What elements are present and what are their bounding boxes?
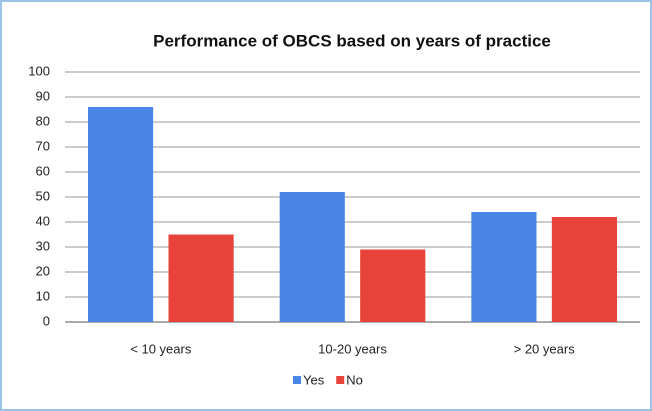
y-tick-label: 80: [36, 113, 50, 128]
bar: [168, 234, 234, 322]
y-tick-label: 10: [36, 288, 50, 303]
legend-swatch: [336, 376, 345, 384]
x-tick-label: > 20 years: [514, 341, 576, 356]
y-tick-label: 100: [28, 63, 50, 78]
y-tick-label: 90: [36, 88, 50, 103]
y-tick-label: 60: [36, 163, 50, 178]
bar: [360, 249, 426, 322]
y-tick-label: 0: [43, 313, 50, 328]
chart-title: Performance of OBCS based on years of pr…: [153, 31, 551, 50]
legend-swatch: [293, 376, 301, 384]
bar: [551, 217, 617, 322]
y-tick-label: 70: [36, 138, 50, 153]
bar: [279, 192, 345, 322]
y-tick-label: 20: [36, 263, 50, 278]
y-tick-label: 30: [36, 238, 50, 253]
legend-label: Yes: [303, 372, 325, 387]
x-tick-label: 10-20 years: [318, 341, 387, 356]
y-tick-label: 50: [36, 188, 50, 203]
bar: [88, 107, 154, 322]
x-tick-label: < 10 years: [130, 341, 192, 356]
legend-label: No: [346, 372, 363, 387]
bar: [471, 212, 537, 322]
y-tick-label: 40: [36, 213, 50, 228]
